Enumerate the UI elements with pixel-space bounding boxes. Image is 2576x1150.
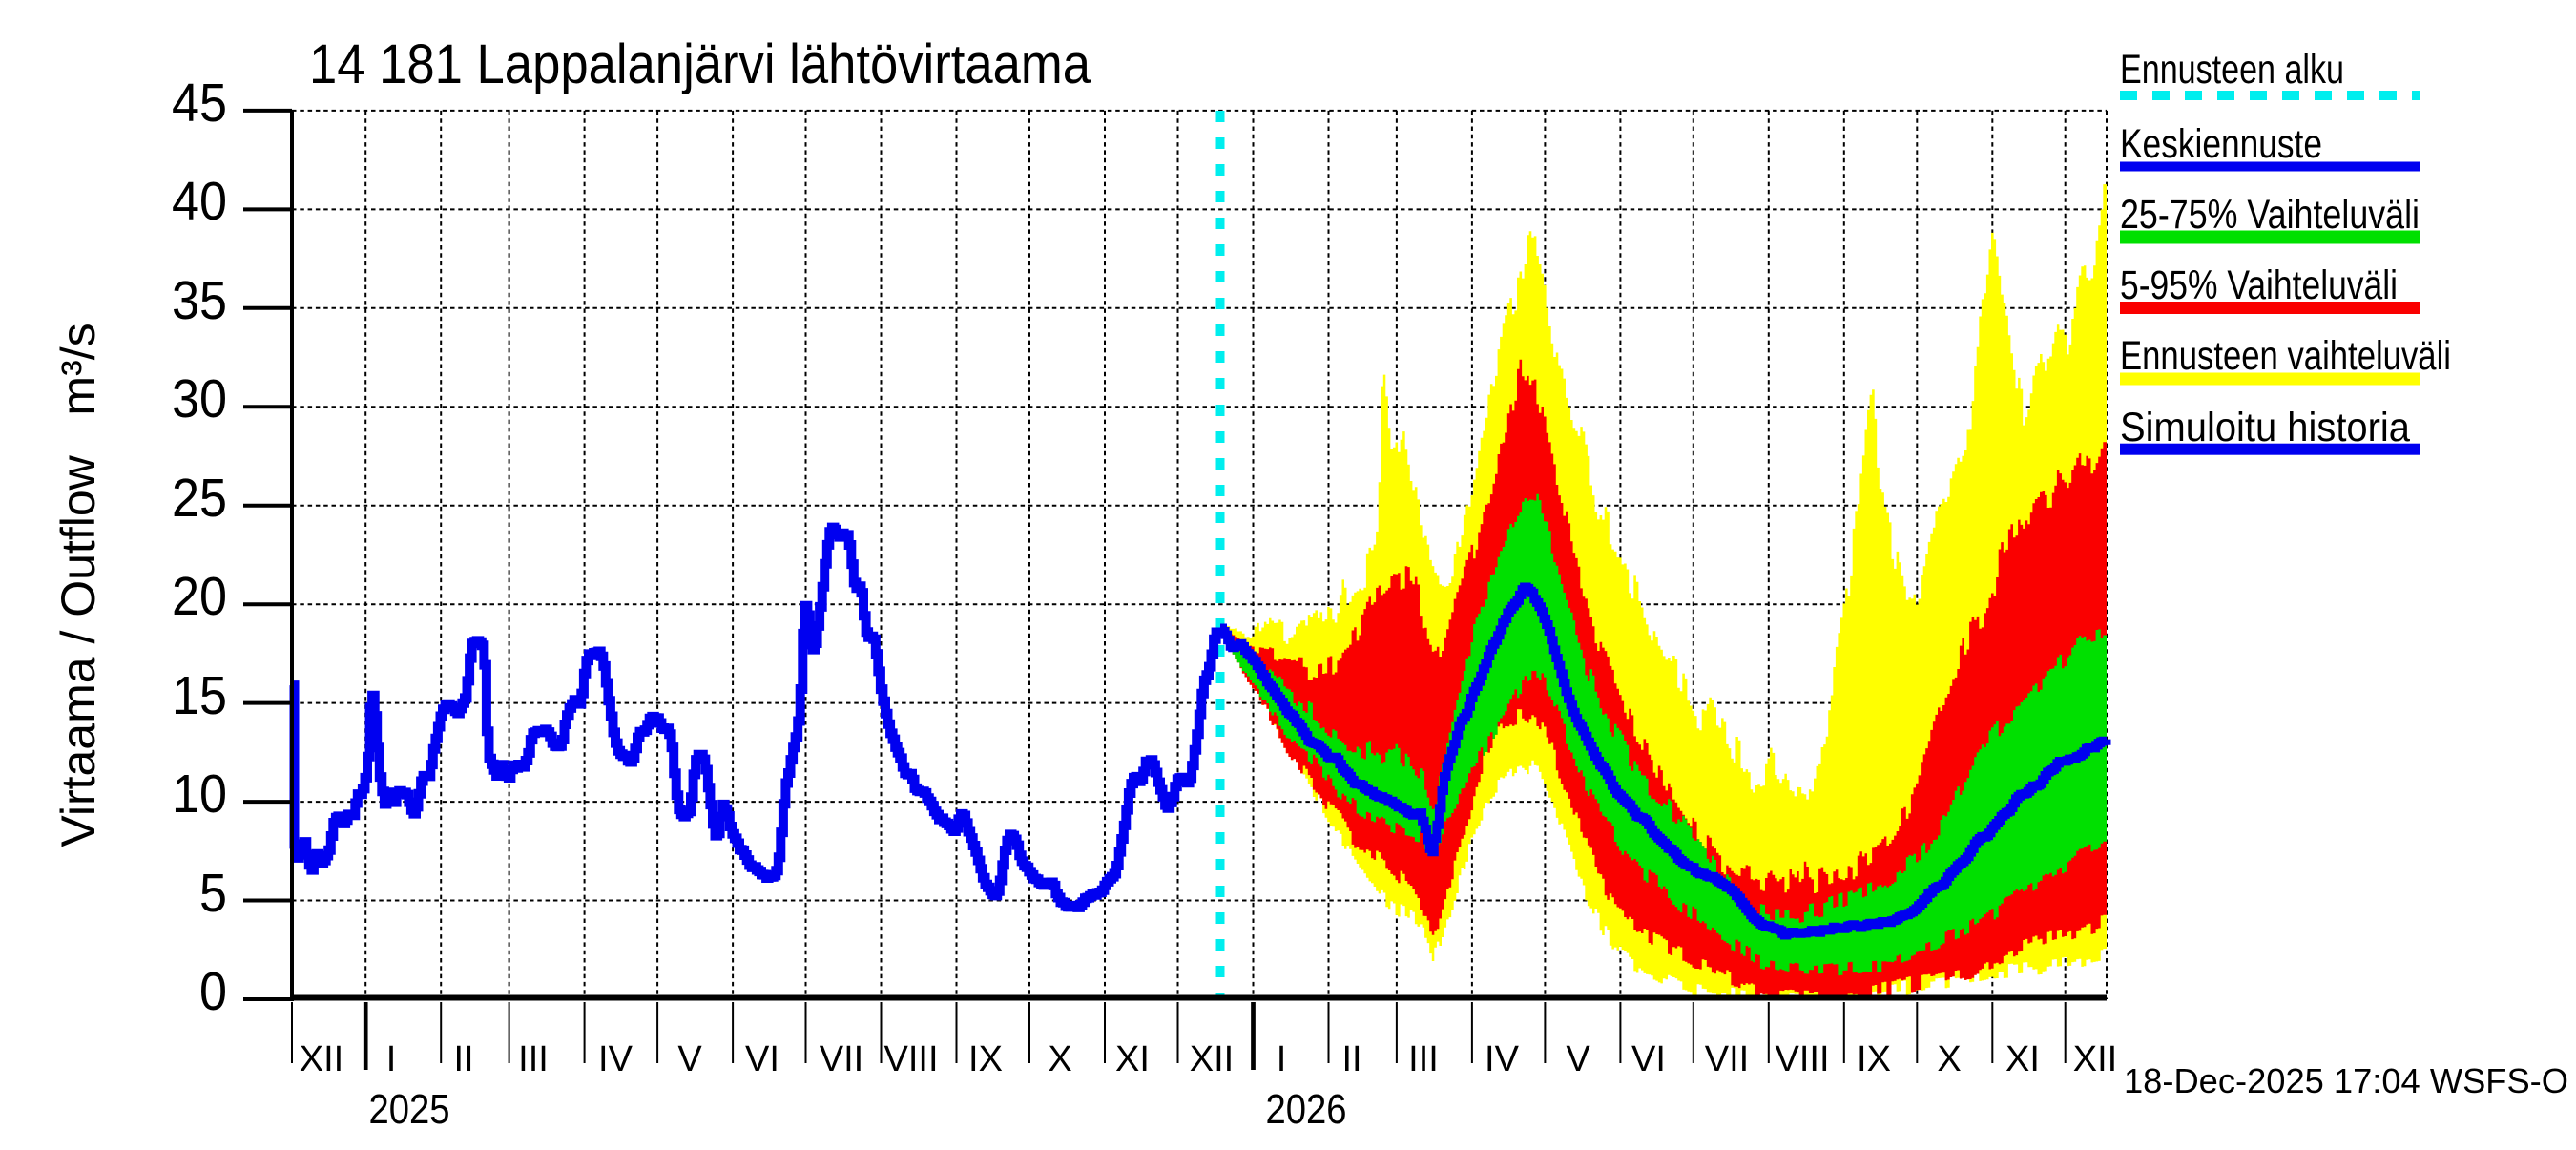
svg-text:III: III — [518, 1039, 549, 1079]
svg-text:2025: 2025 — [369, 1087, 450, 1133]
svg-text:V: V — [1566, 1039, 1590, 1079]
svg-text:XII: XII — [300, 1039, 343, 1079]
svg-text:15: 15 — [172, 665, 227, 726]
svg-text:VII: VII — [820, 1039, 863, 1079]
svg-text:VIII: VIII — [1775, 1039, 1829, 1079]
svg-text:IX: IX — [968, 1039, 1003, 1079]
svg-text:II: II — [453, 1039, 473, 1079]
svg-text:XII: XII — [1190, 1039, 1234, 1079]
svg-text:III: III — [1408, 1039, 1439, 1079]
svg-text:IV: IV — [598, 1039, 634, 1079]
svg-text:XI: XI — [1115, 1039, 1150, 1079]
svg-text:X: X — [1937, 1039, 1961, 1079]
svg-text:V: V — [677, 1039, 702, 1079]
svg-text:XII: XII — [2073, 1039, 2117, 1079]
svg-text:I: I — [386, 1039, 397, 1079]
svg-text:I: I — [1277, 1039, 1287, 1079]
svg-text:2026: 2026 — [1266, 1087, 1347, 1133]
svg-text:VII: VII — [1705, 1039, 1749, 1079]
svg-text:IX: IX — [1857, 1039, 1891, 1079]
svg-text:XI: XI — [2005, 1039, 2040, 1079]
svg-text:10: 10 — [172, 763, 227, 825]
svg-text:25: 25 — [172, 468, 227, 529]
svg-text:18-Dec-2025 17:04 WSFS-O: 18-Dec-2025 17:04 WSFS-O — [2124, 1061, 2568, 1100]
svg-text:0: 0 — [199, 961, 227, 1022]
svg-text:II: II — [1341, 1039, 1361, 1079]
svg-text:Ennusteen alku: Ennusteen alku — [2120, 48, 2344, 93]
svg-text:IV: IV — [1485, 1039, 1520, 1079]
svg-text:35: 35 — [172, 270, 227, 331]
svg-text:5: 5 — [199, 863, 227, 924]
svg-text:45: 45 — [172, 73, 227, 134]
svg-text:5-95% Vaihteluväli: 5-95% Vaihteluväli — [2120, 263, 2398, 308]
svg-text:Ennusteen vaihteluväli: Ennusteen vaihteluväli — [2120, 334, 2451, 379]
svg-text:VIII: VIII — [883, 1039, 938, 1079]
svg-text:Virtaama / Outflow m³/s: Virtaama / Outflow m³/s — [52, 323, 105, 847]
svg-text:Keskiennuste: Keskiennuste — [2120, 122, 2322, 167]
svg-text:20: 20 — [172, 566, 227, 627]
svg-text:VI: VI — [1631, 1039, 1666, 1079]
svg-text:VI: VI — [745, 1039, 779, 1079]
svg-text:40: 40 — [172, 171, 227, 232]
svg-text:30: 30 — [172, 368, 227, 429]
svg-text:14 181 Lappalanjärvi lähtövirt: 14 181 Lappalanjärvi lähtövirtaama — [309, 33, 1091, 95]
svg-text:X: X — [1048, 1039, 1071, 1079]
svg-text:25-75% Vaihteluväli: 25-75% Vaihteluväli — [2120, 193, 2420, 238]
svg-text:Simuloitu historia: Simuloitu historia — [2120, 406, 2410, 450]
